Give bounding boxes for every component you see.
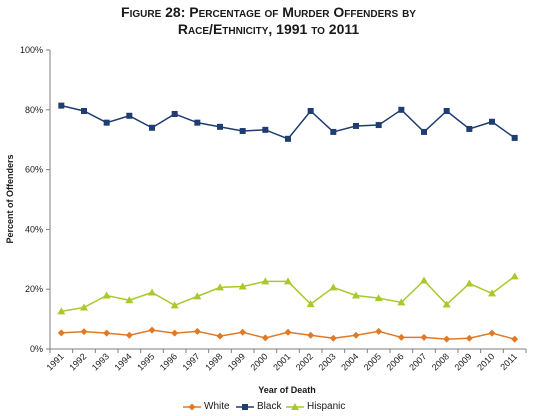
data-point-white [511,336,518,343]
data-point-hispanic [80,303,88,310]
x-tick-label: 1993 [90,351,111,372]
legend-marker-white [189,403,196,410]
legend-marker-black [242,404,248,410]
x-tick-label: 1996 [158,351,179,372]
x-axis-label: Year of Death [258,385,316,395]
data-point-black [353,123,359,129]
data-point-white [149,327,156,334]
data-point-black [104,120,110,126]
data-point-white [466,335,473,342]
x-tick-label: 1995 [135,351,156,372]
legend-label-white: White [204,401,230,412]
data-point-black [262,127,268,133]
data-point-white [443,336,450,343]
data-point-black [330,129,336,135]
series-black [58,103,517,142]
x-tick-label: 2005 [362,351,383,372]
y-tick-label: 80% [25,105,43,115]
series-white [58,327,518,343]
x-tick-label: 2002 [294,351,315,372]
data-point-hispanic [420,277,428,284]
data-point-black [285,136,291,142]
data-point-white [489,330,496,337]
data-point-black [466,126,472,132]
x-tick-label: 1998 [203,351,224,372]
legend-swatch-white [183,402,201,412]
data-point-hispanic [103,291,111,298]
data-point-white [262,334,269,341]
y-axis-ticks: 0% 20% 40% 60% 80% 100% [20,45,50,354]
x-tick-label: 2000 [249,351,270,372]
data-point-white [421,334,428,341]
legend-swatch-black [236,402,254,412]
data-point-white [375,328,382,335]
x-tick-label: 2008 [430,351,451,372]
x-tick-label: 1999 [226,351,247,372]
y-tick-label: 100% [20,45,43,55]
legend-label-hispanic: Hispanic [307,401,345,412]
data-point-white [285,329,292,336]
data-point-black [376,122,382,128]
chart-series [57,103,518,343]
legend-item-hispanic: Hispanic [286,401,345,412]
data-point-white [353,332,360,339]
x-tick-label: 1997 [181,351,202,372]
data-point-white [217,333,224,340]
x-tick-label: 2001 [271,351,292,372]
data-point-black [58,103,64,109]
x-tick-label: 2009 [453,351,474,372]
x-tick-label: 2007 [407,351,428,372]
data-point-white [58,329,65,336]
data-point-white [330,335,337,342]
data-point-white [103,330,110,337]
data-point-white [81,328,88,335]
data-point-black [172,111,178,117]
data-point-hispanic [148,288,156,295]
chart-axes [50,50,526,349]
data-point-black [398,107,404,113]
data-point-black [217,124,223,130]
data-point-black [81,108,87,114]
x-axis-ticks: 1991 1992 1993 1994 1995 1996 1997 1998 1999 2000… [45,349,526,373]
data-point-black [240,128,246,134]
data-point-white [126,332,133,339]
x-tick-label: 1992 [67,351,88,372]
data-point-black [149,125,155,131]
data-point-white [239,329,246,336]
legend-label-black: Black [257,401,281,412]
data-point-black [308,108,314,114]
y-tick-label: 40% [25,224,43,234]
y-axis-label: Percent of Offenders [5,154,15,243]
x-tick-label: 2006 [385,351,406,372]
y-tick-label: 60% [25,165,43,175]
data-point-white [194,328,201,335]
chart-legend: White Black Hispanic [0,401,537,415]
x-tick-label: 1991 [45,351,66,372]
y-tick-label: 20% [25,284,43,294]
data-point-hispanic [465,280,473,287]
x-tick-label: 2003 [317,351,338,372]
data-point-black [444,108,450,114]
x-tick-label: 2004 [339,351,360,372]
data-point-hispanic [329,283,337,290]
y-tick-label: 0% [30,344,43,354]
data-point-hispanic [511,272,519,279]
data-point-white [307,332,314,339]
legend-item-white: White [183,401,230,412]
legend-swatch-hispanic [286,402,304,412]
data-point-black [421,129,427,135]
series-hispanic [57,272,518,314]
data-point-black [194,120,200,126]
data-point-white [171,330,178,337]
data-point-white [398,334,405,341]
data-point-black [512,135,518,141]
legend-item-black: Black [236,401,281,412]
x-tick-label: 2010 [475,351,496,372]
data-point-black [489,119,495,125]
data-point-black [126,113,132,119]
x-tick-label: 1994 [113,351,134,372]
x-tick-label: 2011 [498,351,519,372]
